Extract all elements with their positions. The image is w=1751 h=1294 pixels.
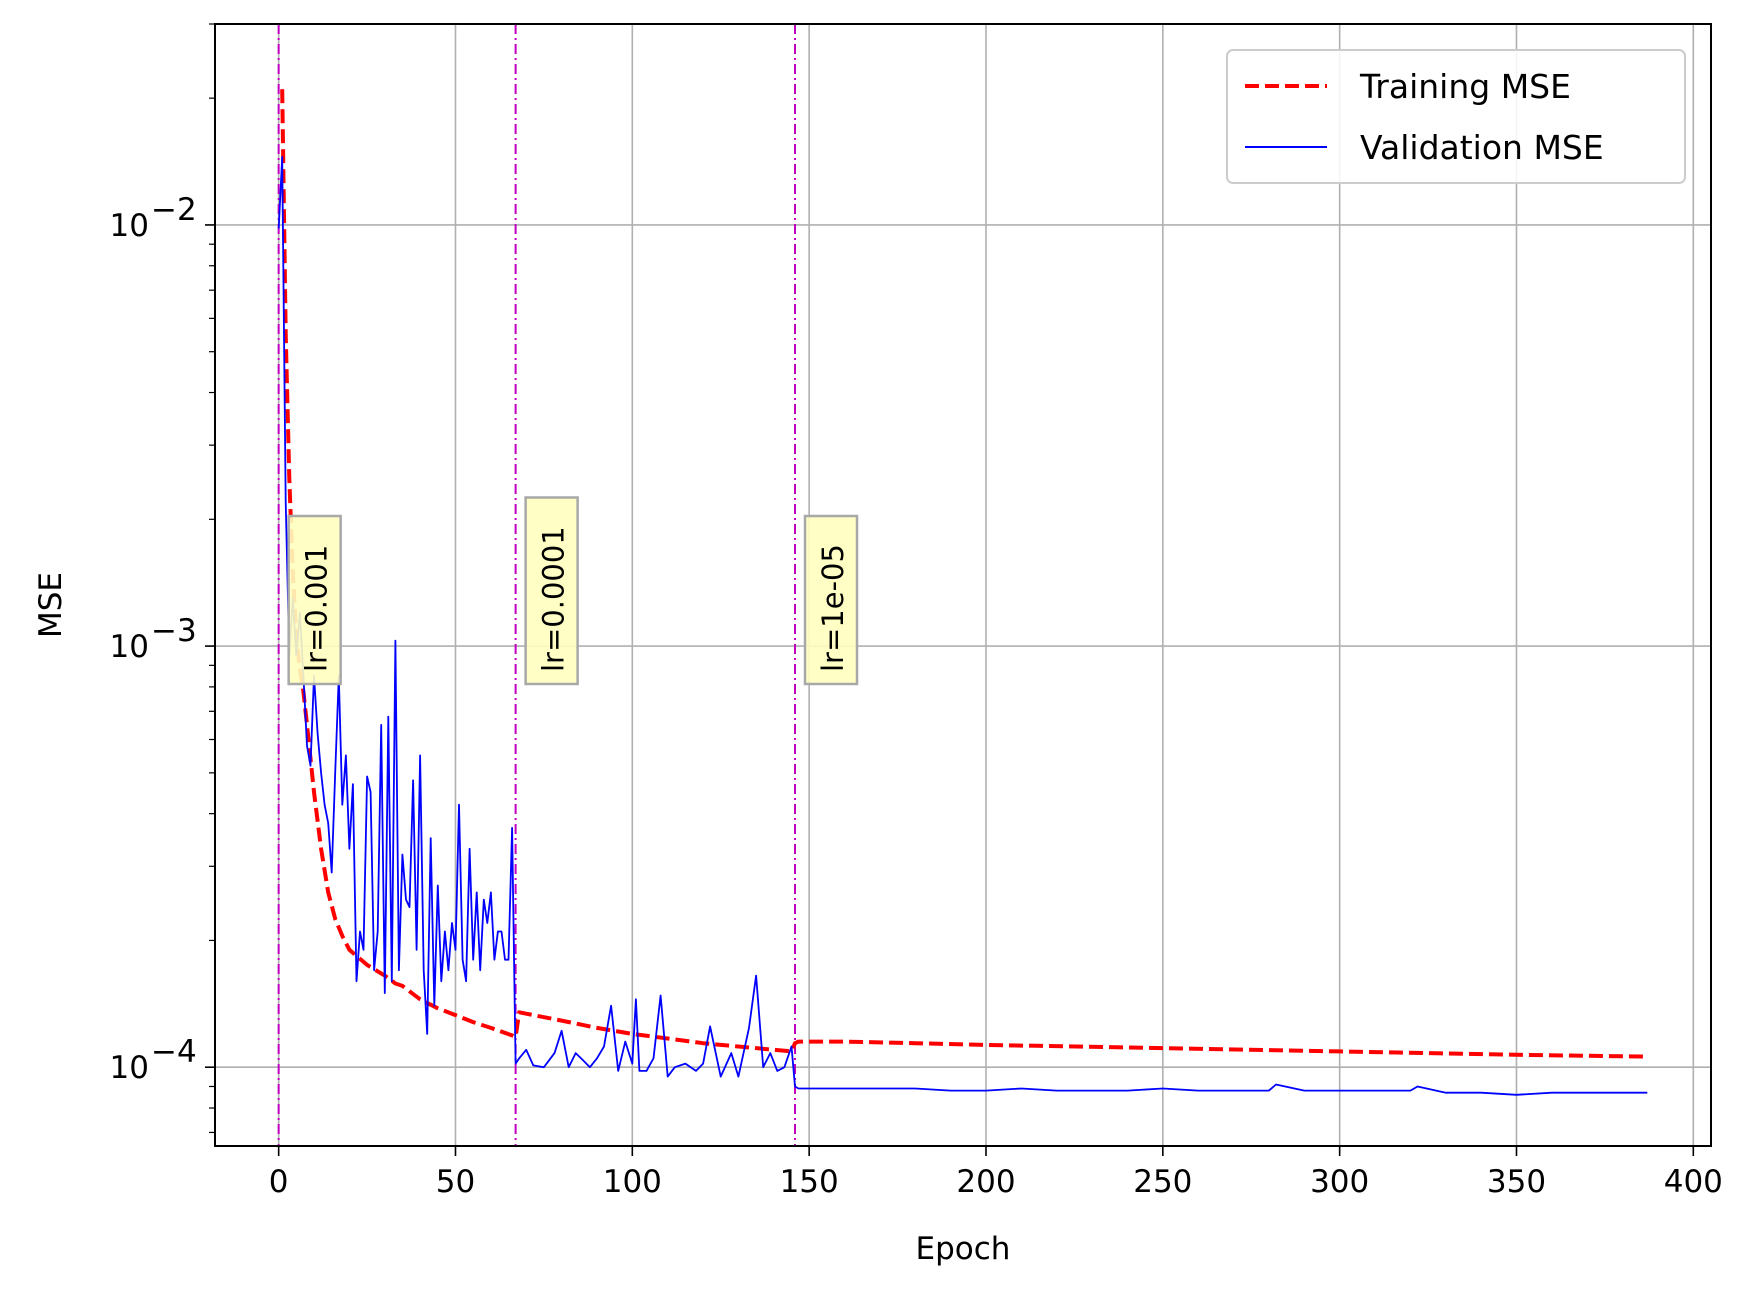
y-tick-label: 10 <box>110 208 149 244</box>
y-tick-exponent: −2 <box>151 192 197 228</box>
lr-label-text: lr=1e-05 <box>816 544 850 672</box>
y-axis-title: MSE <box>33 572 69 638</box>
lr-label-box <box>803 514 859 686</box>
y-tick-label: 10 <box>110 1050 149 1086</box>
x-tick-label: 50 <box>436 1164 475 1200</box>
plot-frame <box>214 23 1712 1147</box>
lr-label-text: lr=0.001 <box>300 545 334 672</box>
x-axis-title: Epoch <box>916 1231 1011 1267</box>
x-tick-label: 400 <box>1664 1164 1723 1200</box>
x-tick-label: 300 <box>1310 1164 1369 1200</box>
lr-label: lr=0.0001 <box>524 496 579 686</box>
grid <box>215 24 1711 1146</box>
y-tick-exponent: −4 <box>151 1034 197 1070</box>
lr-label-box <box>287 514 342 686</box>
y-tick-label: 10 <box>110 629 149 665</box>
y-tick-exponent: −3 <box>151 613 197 649</box>
x-tick-label: 250 <box>1133 1164 1192 1200</box>
legend-label: Training MSE <box>1359 67 1571 106</box>
lr-label-box <box>524 496 579 686</box>
validation-mse-line <box>277 156 1648 1096</box>
training-mse-line <box>280 89 1648 1059</box>
legend-box <box>1226 49 1686 184</box>
x-tick-label: 0 <box>269 1164 289 1200</box>
legend: Training MSE Validation MSE <box>1226 49 1686 184</box>
x-tick-label: 350 <box>1487 1164 1546 1200</box>
lr-label: lr=0.001 <box>287 514 342 686</box>
lr-labels: lr=0.001 lr=0.0001 lr=1e-05 <box>287 496 859 686</box>
plot-lines <box>277 89 1648 1096</box>
x-tick-label: 200 <box>956 1164 1015 1200</box>
lr-label-text: lr=0.0001 <box>537 526 571 672</box>
lr-label: lr=1e-05 <box>803 514 859 686</box>
x-tick-label: 150 <box>780 1164 839 1200</box>
x-tick-label: 100 <box>603 1164 662 1200</box>
legend-label: Validation MSE <box>1360 128 1604 167</box>
